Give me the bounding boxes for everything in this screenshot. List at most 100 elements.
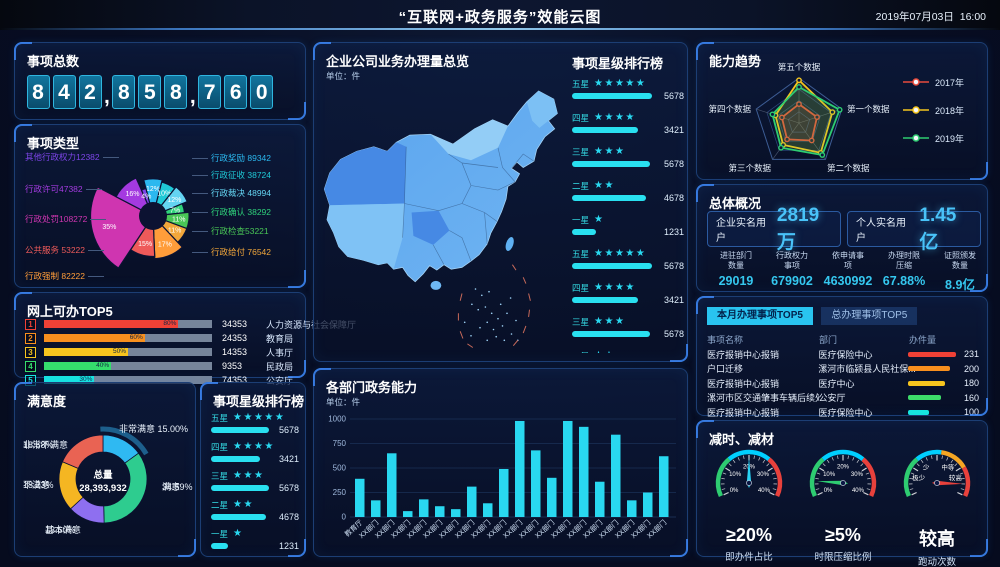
gauge-tick: [822, 463, 826, 467]
cell-bar-fill: [908, 395, 942, 401]
legend-item[interactable]: 2019年: [903, 129, 964, 147]
radar-vertex: [778, 144, 784, 151]
cell-bar: [908, 380, 956, 386]
bar: [387, 453, 397, 517]
gauge-value: 较高: [919, 529, 955, 549]
legend-item[interactable]: 2017年: [903, 73, 964, 91]
radar-grid: [755, 77, 843, 160]
gauge-tick: [954, 463, 958, 467]
rose-label: 行政检查53221: [192, 226, 269, 236]
dept-name: 公安厅: [266, 375, 294, 386]
rose-slice: [89, 186, 154, 269]
panel-business-map: 企业公司业务办理量总览 单位：件: [313, 42, 688, 362]
radar-vertex: [836, 106, 843, 113]
star-bar-track: [572, 127, 652, 133]
gauge-label: 跑动次数: [917, 557, 956, 567]
stat-label-line2: 压缩: [896, 261, 912, 270]
satisfaction-donut-chart: [58, 426, 149, 524]
star-bar-value: 1231: [663, 227, 684, 237]
donut-label-name: 满意: [162, 482, 181, 492]
bar: [611, 434, 621, 517]
panel-title-total: 事项总数: [27, 54, 80, 69]
gauge-arc-segment: [821, 449, 865, 462]
rose-slice-pct: 15%: [138, 241, 152, 248]
panel-title-satisfaction: 满意度: [27, 394, 67, 409]
gauge-zone-label: 少: [923, 463, 930, 471]
star-bar-fill: [572, 127, 638, 133]
star-icons: ★★★★★: [594, 77, 647, 89]
star-rank-line: 四星 ★★★★: [572, 281, 684, 294]
star-rank-row: 三星 ★★★ 5678: [572, 315, 684, 349]
tab-monthly-top5[interactable]: 本月办理事项TOP5: [707, 307, 813, 325]
panel-title-item-types: 事项类型: [27, 136, 80, 151]
star-rank-bar-row: 5678: [572, 158, 684, 170]
gauge-tick: [957, 491, 963, 496]
radar-vertex: [819, 152, 826, 158]
stat-value: 29019: [718, 274, 754, 288]
gauge-tick: [725, 467, 731, 472]
star-rank-bar-row: 3421: [572, 294, 684, 306]
gauge-arc-segment: [715, 457, 731, 498]
overview-stat: 证照颁发 数量 8.9亿: [931, 251, 989, 293]
table-row: 漯河市区交通肇事车辆后续处...公安厅 160: [707, 391, 979, 406]
star-rank-row: 五星 ★★★★★ 5678: [572, 247, 684, 281]
star-rank-bar-row: 4678: [211, 511, 299, 523]
rose-slice-pct: 17%: [158, 241, 172, 248]
bar: [547, 477, 557, 517]
bar-value: 34353: [222, 319, 248, 329]
rank-badge: 3: [25, 346, 36, 358]
gauge-tick: [773, 478, 777, 480]
gauge-tick: [732, 459, 736, 464]
rose-slice-pct: 12%: [167, 197, 181, 204]
map-unit-label: 单位：件: [326, 71, 361, 81]
star-icons: ★★★★★: [233, 411, 286, 423]
digit-cell: 5: [138, 75, 162, 109]
gauge-tick: [722, 472, 727, 475]
header-bar: “互联网+政务服务”效能云图 2019年07月03日 16:00: [0, 0, 1000, 30]
online-top5-row: 4 40% 9353 民政局: [25, 360, 297, 372]
star-rank-label: 三星: [572, 146, 590, 157]
bar: [419, 499, 429, 517]
legend-item[interactable]: 2018年: [903, 101, 964, 119]
tab-total-top5[interactable]: 总办理事项TOP5: [821, 307, 918, 325]
gauge-tick: [721, 488, 726, 490]
bar-pct-label: 60%: [129, 334, 143, 341]
panel-title-online-top5: 网上可办TOP5: [27, 304, 113, 319]
gauge-tick-label: 10%: [823, 472, 836, 478]
donut-label-pct: 34.59%: [162, 482, 193, 492]
cell-dept: 医疗保险中心: [818, 349, 873, 360]
gauge-tick: [753, 455, 755, 460]
overview-stat: 依申请事项 4630992: [819, 251, 877, 288]
y-tick-label: 750: [333, 439, 347, 448]
gauge-tick: [867, 478, 871, 480]
province-xinjiang: [324, 142, 407, 206]
digit-cell: 4: [52, 75, 76, 109]
star-bar-fill: [572, 331, 650, 337]
gauge-tick: [815, 478, 819, 480]
rose-slice-pct: 11%: [168, 227, 182, 234]
donut-label-pct: 13.60%: [45, 525, 76, 535]
stat-box-personal-users: 个人实名用户 1.45亿: [847, 205, 981, 253]
dept-unit-label: 单位：件: [326, 397, 361, 407]
gauge-hub: [934, 480, 940, 486]
dept-name: 人力资源与社会保障厅: [266, 319, 357, 330]
gauge-tick-label: 0%: [824, 488, 833, 494]
gauge-tick: [837, 455, 839, 460]
gauge-tick: [762, 459, 766, 464]
star-bar-fill: [572, 93, 652, 99]
gauge-tick: [819, 467, 825, 472]
radar-series: [774, 78, 834, 154]
star-rank-label: 五星: [572, 78, 590, 89]
table-row: 医疗报销中心报销 医疗保险中心 100: [707, 405, 979, 420]
gauge-tick-label: 30%: [851, 472, 864, 478]
gauge-needle: [746, 457, 752, 488]
radar-vertex: [784, 136, 790, 143]
star-rank-row: 三星 ★★★ 5678: [211, 469, 299, 498]
star-rank-label: 五星: [211, 412, 229, 423]
star-bar-track: [211, 543, 269, 549]
star-rank-label: 三星: [211, 470, 229, 481]
digit-separator: ,: [104, 85, 110, 108]
rose-slice-pct: 7%: [170, 207, 180, 214]
gauge-tick: [860, 463, 864, 467]
rank-badge: 1: [25, 318, 36, 330]
